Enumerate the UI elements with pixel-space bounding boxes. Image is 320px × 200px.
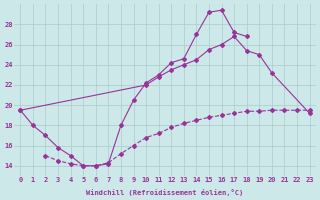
X-axis label: Windchill (Refroidissement éolien,°C): Windchill (Refroidissement éolien,°C)	[86, 189, 244, 196]
